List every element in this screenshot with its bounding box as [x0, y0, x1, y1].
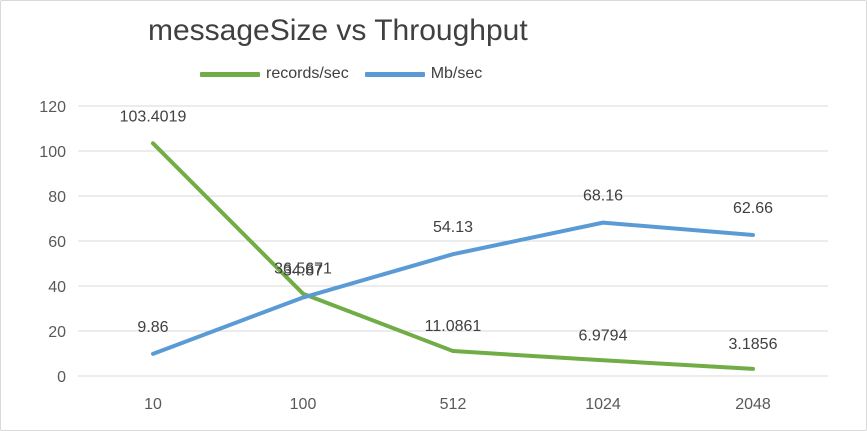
x-tick-label-1024: 1024: [585, 396, 621, 413]
legend-item-mbsec: Mb/sec: [364, 65, 483, 83]
y-tick-label-0: 0: [57, 369, 66, 386]
legend-label-mbsec: Mb/sec: [430, 65, 483, 82]
data-label-mbsec-1024: 68.16: [583, 188, 623, 205]
legend-label-records: records/sec: [266, 65, 349, 82]
x-tick-label-100: 100: [290, 396, 317, 413]
data-label-mbsec-10: 9.86: [137, 319, 168, 336]
data-label-records-2048: 3.1856: [729, 336, 778, 353]
data-label-mbsec-100: 34.87: [283, 263, 323, 280]
x-tick-label-10: 10: [144, 396, 162, 413]
legend-item-records: records/sec: [200, 65, 349, 83]
series-line-mbsec: [151, 220, 755, 356]
y-tick-label-80: 80: [48, 189, 66, 206]
legend-swatch-mbsec: [364, 71, 425, 77]
y-tick-label-60: 60: [48, 234, 66, 251]
data-label-records-512: 11.0861: [425, 318, 482, 335]
data-label-records-100: 36.5671: [274, 261, 332, 278]
y-tick-label-40: 40: [48, 279, 66, 296]
data-label-records-1024: 6.9794: [579, 327, 628, 344]
x-tick-label-512: 512: [440, 396, 467, 413]
data-label-records-10: 103.4019: [120, 108, 187, 125]
x-tick-label-2048: 2048: [735, 396, 771, 413]
y-tick-label-100: 100: [39, 144, 66, 161]
data-label-mbsec-2048: 62.66: [733, 200, 773, 217]
y-tick-label-20: 20: [48, 324, 66, 341]
legend-swatch-records: [200, 71, 260, 77]
chart-title: messageSize vs Throughput: [148, 14, 528, 47]
data-label-mbsec-512: 54.13: [433, 219, 473, 236]
series-line-records: [151, 141, 755, 371]
y-tick-label-120: 120: [39, 99, 66, 116]
legend: records/sec Mb/sec: [200, 64, 498, 84]
